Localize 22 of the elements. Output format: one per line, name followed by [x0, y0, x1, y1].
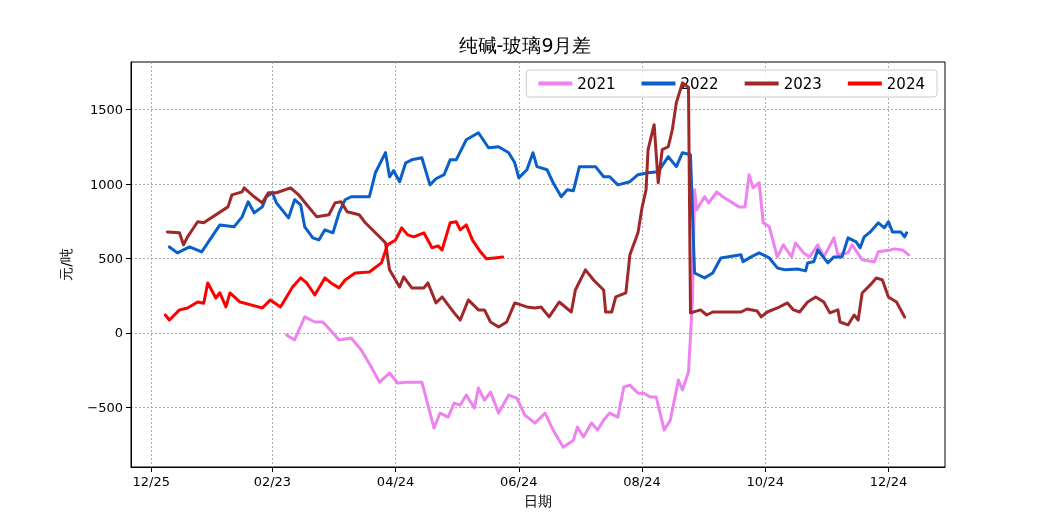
x-tick-label: 10/24: [746, 474, 784, 489]
legend-label: 2024: [886, 74, 926, 93]
legend-label: 2023: [783, 74, 822, 93]
line-series: [167, 131, 909, 280]
legend-label: 2021: [577, 74, 616, 93]
y-tick-label: 1000: [89, 176, 123, 192]
x-tick-label: 12/25: [132, 474, 170, 489]
y-axis-title: 元/吨: [58, 248, 74, 281]
x-tick-label: 12/24: [869, 474, 908, 489]
x-tick-label: 02/23: [253, 474, 292, 489]
y-tick-label: −500: [87, 399, 123, 415]
x-tick-label: 08/24: [623, 474, 661, 489]
x-axis-title: 日期: [524, 493, 552, 509]
y-tick-label: 500: [98, 251, 123, 267]
y-tick-label: 0: [114, 325, 123, 341]
legend-label: 2022: [680, 74, 719, 93]
chart-title: 纯碱-玻璃9月差: [458, 33, 592, 56]
x-tick-label: 04/24: [376, 474, 415, 489]
line-series: [285, 173, 911, 449]
line-series: [163, 220, 505, 322]
x-tick-label: 06/24: [500, 474, 538, 489]
y-tick-label: 1500: [89, 102, 123, 118]
